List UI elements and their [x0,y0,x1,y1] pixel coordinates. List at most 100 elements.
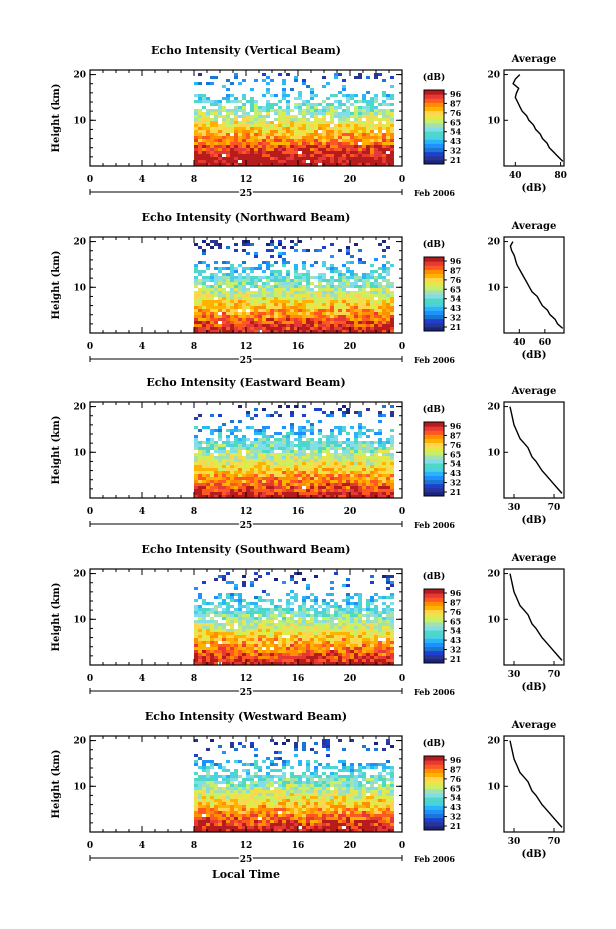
heatmap-cell [226,267,230,270]
heatmap-cell [206,656,210,659]
heatmap-cell [206,653,210,656]
heatmap-cell [274,303,278,306]
heatmap-cell [322,142,326,145]
heatmap-cell [242,321,246,324]
heatmap-cell [238,321,242,324]
colorbar-tick-label: 21 [450,322,461,332]
heatmap-cell [238,276,242,279]
heatmap-cell [222,829,226,832]
heatmap-cell [358,121,362,124]
heatmap-cell [378,133,382,136]
heatmap-cell [306,623,310,626]
heatmap-cell [222,306,226,309]
heatmap-cell [322,611,326,614]
colorbar-swatch [424,463,444,468]
heatmap-cell [246,635,250,638]
heatmap-cell [250,306,254,309]
heatmap-cell [294,133,298,136]
heatmap-cell [318,145,322,148]
heatmap-cell [310,312,314,315]
heatmap-cell [266,276,270,279]
heatmap-cell [382,240,386,243]
heatmap-cell [338,623,342,626]
heatmap-cell [318,288,322,291]
heatmap-cell [222,480,226,483]
heatmap-cell [310,444,314,447]
heatmap-cell [370,124,374,127]
heatmap-cell [226,441,230,444]
heatmap-cell [218,246,222,249]
heatmap-cell [370,599,374,602]
heatmap-cell [202,297,206,300]
heatmap-cell [218,243,222,246]
colorbar-unit: (dB) [423,571,445,582]
heatmap-cell [314,94,318,97]
heatmap-cell [226,154,230,157]
heatmap-cell [334,611,338,614]
heatmap-cell [238,596,242,599]
heatmap-cell [242,160,246,163]
heatmap-cell [290,411,294,414]
heatmap-cell [254,462,258,465]
heatmap-cell [282,157,286,160]
heatmap-cell [222,453,226,456]
heatmap-cell [378,130,382,133]
heatmap-cell [390,109,394,112]
heatmap-cell [202,489,206,492]
heatmap-cell [258,163,262,166]
heatmap-cell [254,151,258,154]
heatmap-cell [218,492,222,495]
heatmap-cell [230,112,234,115]
heatmap-cell [378,300,382,303]
heatmap-cell [222,127,226,130]
heatmap-cell [378,471,382,474]
heatmap-cell [230,629,234,632]
heatmap-cell [282,653,286,656]
heatmap-cell [282,327,286,330]
colorbar-swatch [424,434,444,439]
heatmap-cell [338,273,342,276]
heatmap-cell [354,324,358,327]
heatmap-cell [226,148,230,151]
heatmap-cell [198,614,202,617]
heatmap-cell [346,136,350,139]
heatmap-cell [290,641,294,644]
heatmap-cell [314,148,318,151]
heatmap-cell [334,617,338,620]
heatmap-cell [266,142,270,145]
heatmap-cell [386,327,390,330]
heatmap-cell [362,459,366,462]
heatmap-cell [194,303,198,306]
heatmap-cell [262,133,266,136]
heatmap-cell [302,127,306,130]
colorbar-swatch [424,654,444,660]
heatmap-cell [298,426,302,429]
heatmap-cell [350,608,354,611]
heatmap-cell [298,154,302,157]
heatmap-cell [346,453,350,456]
heatmap-cell [338,641,342,644]
heatmap-cell [310,106,314,109]
heatmap-cell [202,252,206,255]
heatmap-cell [274,447,278,450]
heatmap-cell [330,492,334,495]
heatmap-cell [346,145,350,148]
heatmap-cell [250,109,254,112]
heatmap-cell [214,647,218,650]
heatmap-cell [366,109,370,112]
heatmap-cell [286,447,290,450]
heatmap-cell [390,462,394,465]
heatmap-cell [246,136,250,139]
heatmap-cell [234,288,238,291]
heatmap-cell [374,653,378,656]
heatmap-cell [346,133,350,136]
heatmap-cell [218,115,222,118]
heatmap-cell [294,294,298,297]
heatmap-cell [374,151,378,154]
heatmap-cell [334,650,338,653]
heatmap-cell [366,145,370,148]
heatmap-cell [270,103,274,106]
heatmap-cell [370,291,374,294]
heatmap-cell [210,151,214,154]
heatmap-cell [382,459,386,462]
